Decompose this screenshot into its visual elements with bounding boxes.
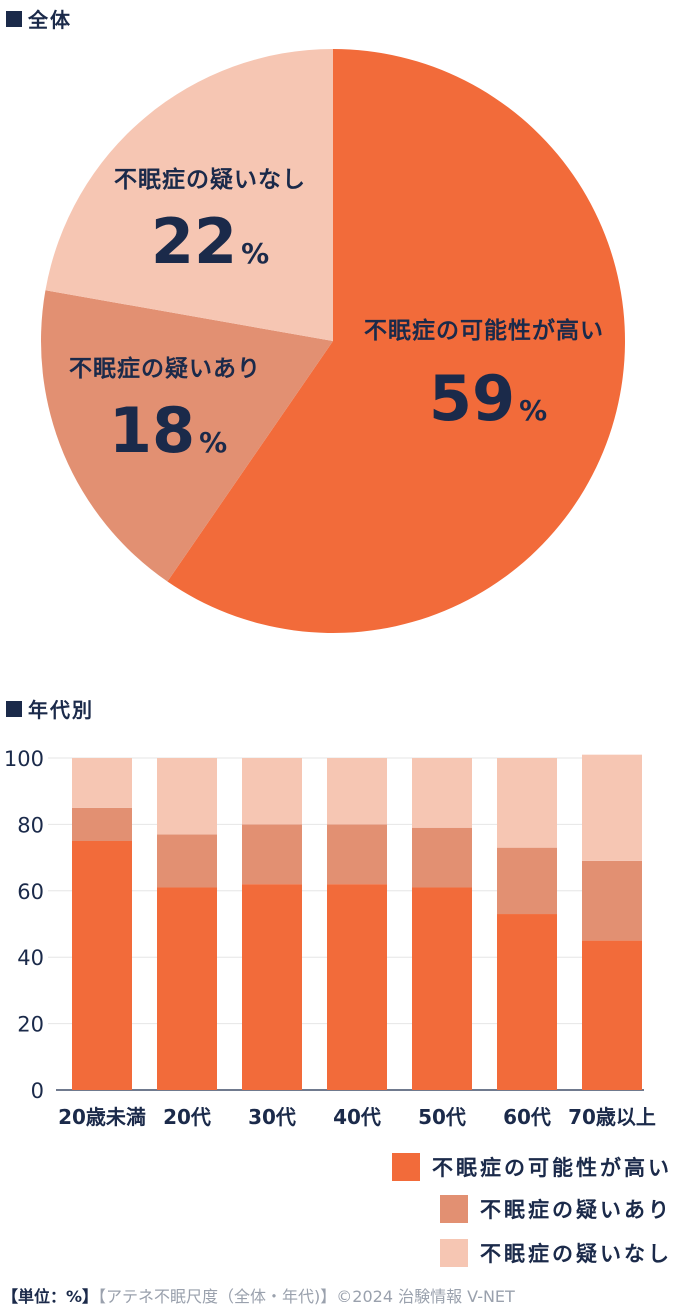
square-bullet-icon — [6, 10, 22, 27]
y-tick-label: 40 — [17, 946, 44, 970]
bar-segment-high — [327, 884, 387, 1090]
x-category-label: 50代 — [418, 1105, 466, 1129]
bar-segment-suspected — [582, 860, 642, 941]
bar-segment-high — [497, 914, 557, 1090]
bar-segment-high — [412, 887, 472, 1090]
y-tick-label: 0 — [31, 1079, 44, 1103]
bar-segment-suspected — [157, 834, 217, 888]
y-tick-label: 60 — [17, 880, 44, 904]
x-category-label: 30代 — [248, 1105, 296, 1129]
pie-label-high: 不眠症の可能性が高い — [364, 317, 604, 344]
pie-slice-high — [167, 49, 625, 633]
bar-segment-high — [157, 887, 217, 1090]
y-tick-label: 80 — [17, 813, 44, 837]
unit-label: 【単位：%】 — [2, 1287, 99, 1306]
bar-segment-high — [582, 940, 642, 1090]
source-label: 【アテネ不眠尺度（全体・年代)】©2024 治験情報 V-NET — [98, 1287, 515, 1306]
pie-label-none: 不眠症の疑いなし — [114, 166, 306, 193]
source-note: 【単位：%】【アテネ不眠尺度（全体・年代)】©2024 治験情報 V-NET — [2, 1283, 515, 1307]
pie-value-none: 22% — [151, 205, 269, 278]
bar-segment-none — [582, 754, 642, 861]
bar-segment-none — [412, 758, 472, 828]
legend-label-high: 不眠症の可能性が高い — [432, 1156, 672, 1180]
legend-swatch-none — [440, 1239, 468, 1267]
by-age-title-text: 年代別 — [28, 698, 94, 722]
x-category-label: 20歳未満 — [58, 1105, 146, 1129]
legend-label-none: 不眠症の疑いなし — [480, 1242, 672, 1266]
legend-item-high: 不眠症の可能性が高い — [392, 1152, 672, 1182]
x-category-label: 60代 — [503, 1105, 551, 1129]
bar-segment-none — [157, 758, 217, 835]
pie-label-suspected: 不眠症の疑いあり — [69, 355, 261, 382]
legend-item-none: 不眠症の疑いなし — [440, 1238, 672, 1268]
by-age-section-title: 年代別 — [6, 694, 94, 723]
bar-segment-none — [497, 758, 557, 848]
bar-segment-high — [242, 884, 302, 1090]
pie-value-high: 59% — [429, 362, 547, 435]
bar-segment-suspected — [327, 824, 387, 885]
square-bullet-icon — [6, 700, 22, 717]
x-category-label: 20代 — [163, 1105, 211, 1129]
y-tick-label: 100 — [4, 747, 44, 771]
pie-slice-none — [45, 49, 334, 341]
legend-label-suspected: 不眠症の疑いあり — [480, 1198, 672, 1222]
bar-segment-suspected — [72, 807, 132, 841]
bar-segment-none — [327, 758, 387, 825]
legend-item-suspected: 不眠症の疑いあり — [440, 1194, 672, 1224]
overall-title-text: 全体 — [28, 8, 72, 32]
bar-segment-suspected — [497, 847, 557, 915]
y-tick-label: 20 — [17, 1013, 44, 1037]
legend-swatch-suspected — [440, 1195, 468, 1223]
legend-swatch-high — [392, 1153, 420, 1181]
overall-section-title: 全体 — [6, 4, 72, 33]
pie-value-suspected: 18% — [109, 394, 227, 467]
age-bar-chart: 0 20 40 60 80 100 20歳未満 20代 30代 40代 50代 60代 70歳以上 — [4, 747, 656, 1129]
bar-segment-none — [242, 758, 302, 825]
bar-segment-suspected — [412, 827, 472, 888]
bar-segment-high — [72, 841, 132, 1090]
bar-segment-suspected — [242, 824, 302, 885]
pie-slice-suspected — [40, 290, 334, 582]
overall-pie-chart: 不眠症の可能性が高い 59 % 不眠症の疑いあり 18 % 不眠症の疑いなし 22% — [40, 49, 625, 633]
x-category-label: 40代 — [333, 1105, 381, 1129]
x-category-label: 70歳以上 — [568, 1105, 656, 1129]
bar-segment-none — [72, 758, 132, 808]
